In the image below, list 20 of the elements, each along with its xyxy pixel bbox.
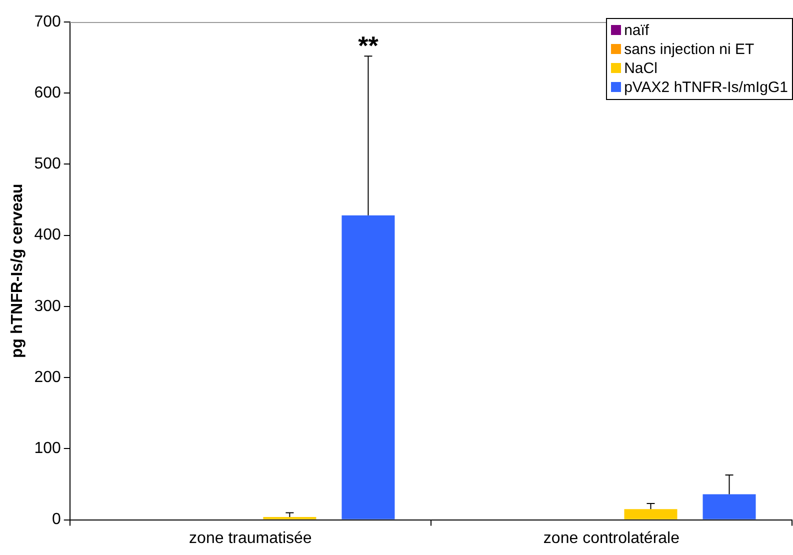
legend-label: pVAX2 hTNFR-Is/mIgG1	[624, 79, 788, 96]
y-tick-label: 0	[52, 511, 61, 528]
y-tick-label: 200	[34, 368, 61, 386]
bar	[624, 509, 678, 520]
y-tick-label: 300	[34, 298, 61, 315]
legend-label: NaCl	[624, 60, 658, 77]
x-tick-label: zone traumatisée	[189, 530, 312, 547]
y-tick-label: 500	[34, 156, 61, 173]
x-tick-label: zone controlatérale	[543, 530, 680, 547]
legend-label: sans injection ni ET	[624, 41, 754, 58]
y-axis-title: pg hTNFR-Is/g cerveau	[9, 184, 26, 358]
y-tick-label: 700	[34, 13, 61, 30]
y-tick-label: 100	[34, 440, 61, 458]
bar	[342, 215, 395, 520]
y-tick-label: 400	[34, 226, 61, 244]
y-tick-label: 600	[34, 84, 61, 102]
annotation: **	[358, 30, 380, 60]
bar	[263, 516, 316, 520]
legend-label: naïf	[624, 22, 650, 39]
bar	[702, 494, 756, 520]
